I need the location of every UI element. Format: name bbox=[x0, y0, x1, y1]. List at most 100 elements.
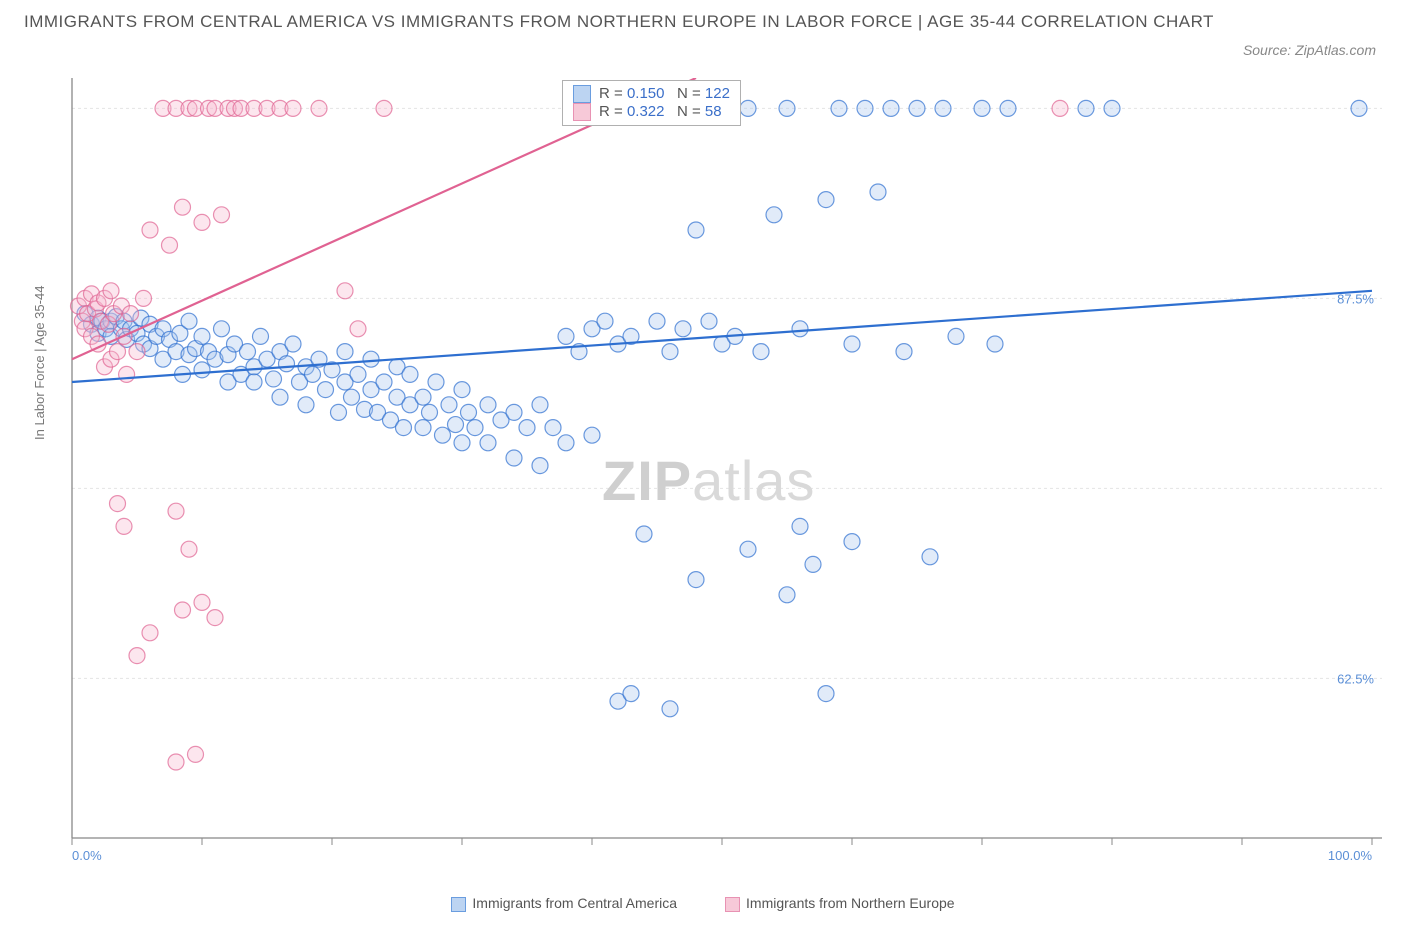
data-point bbox=[896, 344, 912, 360]
data-point bbox=[805, 556, 821, 572]
data-point bbox=[1000, 100, 1016, 116]
data-point bbox=[175, 602, 191, 618]
data-point bbox=[337, 344, 353, 360]
data-point bbox=[448, 417, 464, 433]
data-point bbox=[350, 366, 366, 382]
data-point bbox=[675, 321, 691, 337]
legend-swatch bbox=[573, 103, 591, 121]
data-point bbox=[779, 587, 795, 603]
data-point bbox=[331, 404, 347, 420]
data-point bbox=[422, 404, 438, 420]
n-label: N = bbox=[664, 103, 704, 120]
y-axis-label: In Labor Force | Age 35-44 bbox=[32, 286, 47, 440]
x-tick-label: 100.0% bbox=[1328, 848, 1373, 863]
data-point bbox=[506, 404, 522, 420]
data-point bbox=[376, 374, 392, 390]
data-point bbox=[318, 382, 334, 398]
data-point bbox=[305, 366, 321, 382]
data-point bbox=[1351, 100, 1367, 116]
data-point bbox=[136, 290, 152, 306]
source-label: Source: ZipAtlas.com bbox=[1243, 42, 1376, 58]
data-point bbox=[974, 100, 990, 116]
data-point bbox=[506, 450, 522, 466]
legend-item-northern_europe: Immigrants from Northern Europe bbox=[725, 895, 955, 912]
data-point bbox=[688, 222, 704, 238]
data-point bbox=[480, 397, 496, 413]
data-point bbox=[558, 328, 574, 344]
data-point bbox=[441, 397, 457, 413]
data-point bbox=[792, 518, 808, 534]
data-point bbox=[344, 389, 360, 405]
n-label: N = bbox=[664, 85, 704, 102]
data-point bbox=[253, 328, 269, 344]
data-point bbox=[415, 420, 431, 436]
data-point bbox=[298, 397, 314, 413]
data-point bbox=[545, 420, 561, 436]
data-point bbox=[922, 549, 938, 565]
data-point bbox=[831, 100, 847, 116]
data-point bbox=[376, 100, 392, 116]
data-point bbox=[272, 389, 288, 405]
data-point bbox=[636, 526, 652, 542]
data-point bbox=[214, 207, 230, 223]
data-point bbox=[402, 366, 418, 382]
x-tick-label: 0.0% bbox=[72, 848, 102, 863]
data-point bbox=[194, 328, 210, 344]
data-point bbox=[175, 199, 191, 215]
data-point bbox=[480, 435, 496, 451]
data-point bbox=[948, 328, 964, 344]
data-point bbox=[207, 610, 223, 626]
data-point bbox=[168, 503, 184, 519]
data-point bbox=[532, 458, 548, 474]
data-point bbox=[435, 427, 451, 443]
data-point bbox=[1052, 100, 1068, 116]
data-point bbox=[766, 207, 782, 223]
data-point bbox=[584, 427, 600, 443]
data-point bbox=[857, 100, 873, 116]
data-point bbox=[844, 534, 860, 550]
data-point bbox=[363, 351, 379, 367]
legend-label: Immigrants from Northern Europe bbox=[746, 895, 955, 911]
data-point bbox=[519, 420, 535, 436]
correlation-stats-box: R = 0.150 N = 122R = 0.322 N = 58 bbox=[562, 80, 741, 126]
data-point bbox=[181, 313, 197, 329]
y-tick-label: 62.5% bbox=[1337, 671, 1374, 686]
data-point bbox=[662, 344, 678, 360]
data-point bbox=[818, 192, 834, 208]
legend-item-central_america: Immigrants from Central America bbox=[451, 895, 677, 912]
legend-swatch bbox=[725, 897, 740, 912]
data-point bbox=[168, 754, 184, 770]
data-point bbox=[266, 371, 282, 387]
data-point bbox=[428, 374, 444, 390]
data-point bbox=[181, 541, 197, 557]
data-point bbox=[415, 389, 431, 405]
data-point bbox=[662, 701, 678, 717]
data-point bbox=[246, 374, 262, 390]
data-point bbox=[162, 237, 178, 253]
data-point bbox=[753, 344, 769, 360]
data-point bbox=[870, 184, 886, 200]
data-point bbox=[285, 100, 301, 116]
data-point bbox=[119, 366, 135, 382]
data-point bbox=[194, 362, 210, 378]
data-point bbox=[779, 100, 795, 116]
chart-area: 62.5%87.5%0.0%100.0% ZIPatlas R = 0.150 … bbox=[62, 78, 1382, 868]
data-point bbox=[987, 336, 1003, 352]
data-point bbox=[935, 100, 951, 116]
data-point bbox=[350, 321, 366, 337]
data-point bbox=[142, 625, 158, 641]
legend-swatch bbox=[573, 85, 591, 103]
data-point bbox=[279, 356, 295, 372]
stat-row-central_america: R = 0.150 N = 122 bbox=[573, 85, 730, 103]
scatter-plot: 62.5%87.5%0.0%100.0% bbox=[62, 78, 1382, 868]
data-point bbox=[194, 214, 210, 230]
data-point bbox=[103, 283, 119, 299]
legend-label: Immigrants from Central America bbox=[472, 895, 677, 911]
data-point bbox=[129, 344, 145, 360]
data-point bbox=[818, 686, 834, 702]
data-point bbox=[740, 100, 756, 116]
data-point bbox=[1078, 100, 1094, 116]
data-point bbox=[844, 336, 860, 352]
data-point bbox=[454, 435, 470, 451]
data-point bbox=[461, 404, 477, 420]
